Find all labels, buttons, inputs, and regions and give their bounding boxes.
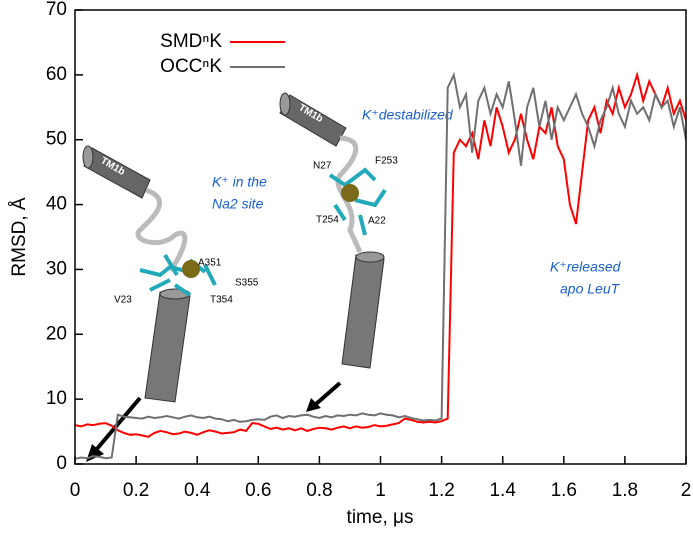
y-tick-label: 0 xyxy=(56,453,67,474)
loop xyxy=(135,187,188,272)
sticks xyxy=(328,167,387,236)
x-tick-label: 0.8 xyxy=(306,480,332,501)
inset-label: N27 xyxy=(313,161,332,172)
helix-end xyxy=(355,251,385,263)
x-tick-label: 0.4 xyxy=(184,480,211,501)
inset-label: S355 xyxy=(235,278,259,289)
x-tick-label: 1.2 xyxy=(428,480,454,501)
x-tick-label: 0.6 xyxy=(245,480,271,501)
y-axis-label: RMSD, Å xyxy=(9,197,30,277)
x-axis-label: time, μs xyxy=(347,507,414,528)
annotation: K⁺ in the xyxy=(212,174,267,190)
inset-label: F253 xyxy=(375,156,398,167)
arrow-head xyxy=(306,398,321,412)
x-tick-label: 1.4 xyxy=(489,480,516,501)
annotation: K⁺released xyxy=(550,259,622,275)
x-tick-label: 1.8 xyxy=(612,480,638,501)
helix xyxy=(341,254,385,369)
legend-label: SMDⁿK xyxy=(160,31,222,52)
helix-end xyxy=(82,145,94,169)
arrow xyxy=(314,381,342,406)
x-tick-label: 0.2 xyxy=(123,480,149,501)
arrow xyxy=(94,396,142,452)
x-tick-label: 0 xyxy=(70,480,81,501)
inset-label: A22 xyxy=(368,216,386,227)
y-tick-label: 70 xyxy=(46,0,67,20)
x-tick-label: 1.6 xyxy=(551,480,577,501)
inset-label: T254 xyxy=(316,215,339,226)
y-tick-label: 20 xyxy=(46,323,67,344)
y-tick-label: 60 xyxy=(46,64,67,85)
legend-label: OCCⁿK xyxy=(160,56,222,77)
inset-left xyxy=(82,145,217,403)
series-line xyxy=(74,71,687,438)
x-tick-label: 1 xyxy=(375,480,386,501)
annotation: apo LeuT xyxy=(560,281,621,297)
y-tick-label: 50 xyxy=(46,129,67,150)
inset-right xyxy=(279,92,387,369)
ion xyxy=(341,184,359,202)
arrows xyxy=(94,381,342,452)
y-tick-label: 30 xyxy=(46,258,67,279)
plot-frame xyxy=(74,9,687,465)
inset-label: A351 xyxy=(198,258,222,269)
inset-label: T354 xyxy=(210,295,233,306)
helix xyxy=(144,291,191,403)
annotation: Na2 site xyxy=(212,196,264,212)
ion xyxy=(182,260,200,278)
y-tick-label: 40 xyxy=(46,194,67,215)
inset-label: V23 xyxy=(114,295,132,306)
series-line xyxy=(74,71,687,460)
helix-end xyxy=(279,92,291,116)
x-tick-label: 2 xyxy=(681,480,692,501)
loop xyxy=(335,135,363,254)
annotation: K⁺destabilized xyxy=(362,107,454,123)
y-tick-label: 10 xyxy=(46,388,67,409)
